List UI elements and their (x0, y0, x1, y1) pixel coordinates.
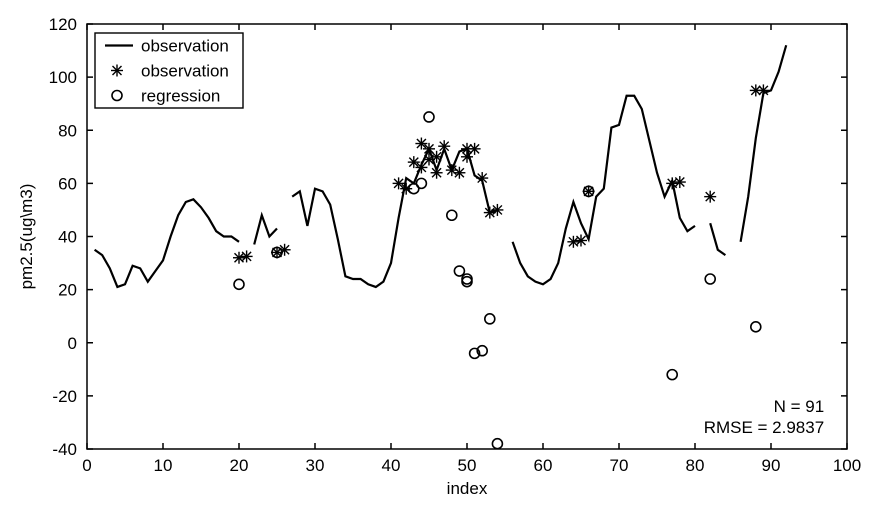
x-tick-label: 0 (82, 456, 91, 475)
x-tick-label: 40 (382, 456, 401, 475)
observation-star-marker (393, 177, 405, 189)
observation-star-marker (431, 167, 443, 179)
x-tick-label: 30 (306, 456, 325, 475)
y-tick-label: 60 (58, 174, 77, 193)
observation-line (513, 96, 695, 285)
regression-circle-marker (705, 274, 715, 284)
pm25-chart: 0 10 20 30 40 50 60 70 80 90 100 -40 -20 0 20 40 60 80 100… (0, 0, 878, 519)
observation-star-marker (757, 84, 769, 96)
regression-circle-marker (485, 314, 495, 324)
annotation-text: N = 91 (774, 397, 825, 416)
x-tick-label: 60 (534, 456, 553, 475)
x-tick-label: 70 (610, 456, 629, 475)
regression-circle-marker (424, 112, 434, 122)
x-tick-label: 80 (686, 456, 705, 475)
observation-star-marker (438, 140, 450, 152)
regression-circle-marker (454, 266, 464, 276)
observation-star-marker (469, 143, 481, 155)
y-axis-label: pm2.5(ug\m3) (17, 184, 36, 290)
y-tick-label: 120 (49, 15, 77, 34)
regression-circle-marker (234, 279, 244, 289)
regression-circle-marker (416, 178, 426, 188)
y-tick-label: 80 (58, 121, 77, 140)
y-tick-label: 0 (68, 334, 77, 353)
observation-star-marker (575, 234, 587, 246)
x-tick-label: 20 (230, 456, 249, 475)
legend-label: observation (141, 37, 229, 56)
observation-star-marker (241, 250, 253, 262)
x-tick-label: 10 (154, 456, 173, 475)
observation-star-marker (415, 138, 427, 150)
observation-star-marker (111, 65, 123, 77)
regression-circle-marker (492, 439, 502, 449)
regression-circle-marker (667, 370, 677, 380)
y-tick-label: 100 (49, 68, 77, 87)
x-axis-label: index (447, 479, 488, 498)
observation-star-marker (476, 172, 488, 184)
observation-line (254, 215, 277, 244)
legend-label: observation (141, 62, 229, 81)
legend-label: regression (141, 87, 220, 106)
regression-circle-marker (447, 210, 457, 220)
observation-line (95, 199, 239, 287)
regression-circle-marker (751, 322, 761, 332)
y-tick-label: 40 (58, 228, 77, 247)
x-tick-label: 90 (762, 456, 781, 475)
chart-svg: 0 10 20 30 40 50 60 70 80 90 100 -40 -20 0 20 40 60 80 100… (0, 0, 878, 519)
observation-line (710, 223, 725, 255)
x-tick-label: 50 (458, 456, 477, 475)
y-tick-label: -40 (52, 440, 77, 459)
observation-star-marker (453, 167, 465, 179)
observation-star-marker (674, 176, 686, 188)
observation-line (741, 45, 787, 242)
observation-star-marker (704, 191, 716, 203)
annotation-text: RMSE = 2.9837 (704, 418, 825, 437)
observation-star-marker (408, 156, 420, 168)
y-tick-label: 20 (58, 281, 77, 300)
observation-star-marker (491, 204, 503, 216)
x-tick-label: 100 (833, 456, 861, 475)
y-tick-label: -20 (52, 387, 77, 406)
observation-star-marker (431, 151, 443, 163)
observation-line (292, 149, 497, 287)
